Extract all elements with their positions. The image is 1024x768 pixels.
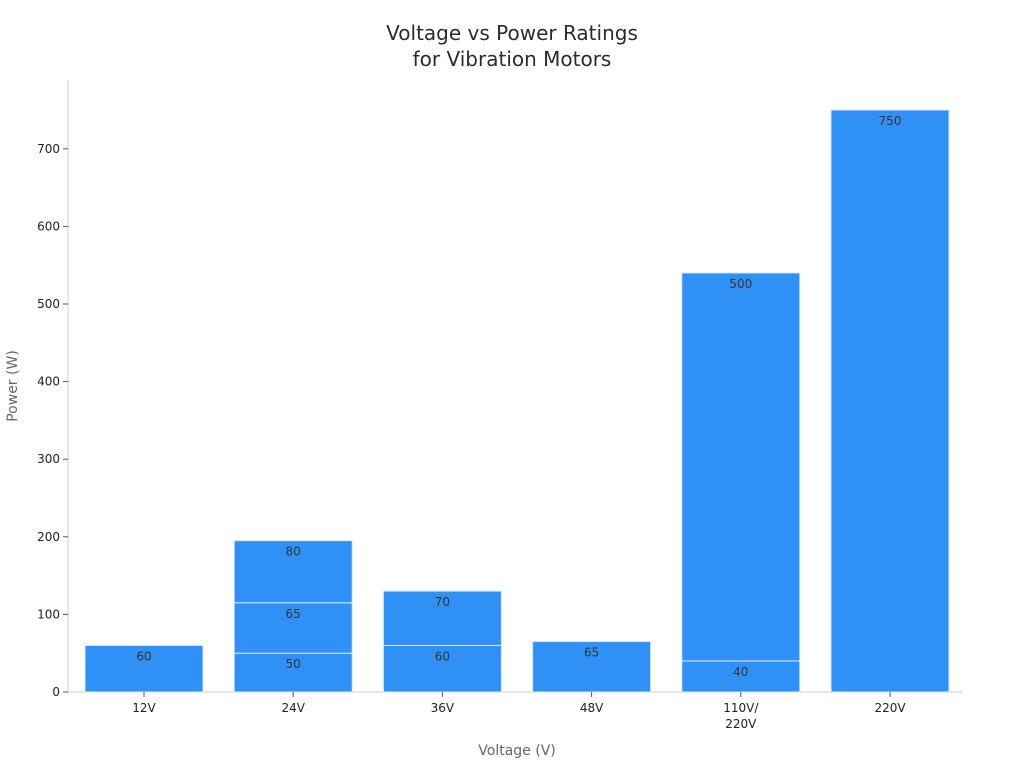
chart-title-line-2: for Vibration Motors bbox=[413, 47, 612, 71]
x-ticks-group: 12V 24V 36V 48V 110V/220V 220V bbox=[132, 692, 906, 731]
bar-segment bbox=[233, 602, 353, 654]
data-label: 65 bbox=[286, 607, 301, 621]
data-label: 60 bbox=[435, 649, 450, 663]
y-tick-label: 300 bbox=[37, 452, 60, 466]
y-tick-label: 0 bbox=[52, 685, 60, 699]
data-label: 65 bbox=[584, 646, 599, 660]
data-label: 40 bbox=[733, 665, 748, 679]
y-tick-label: 600 bbox=[37, 219, 60, 233]
x-tick-label: 220V bbox=[874, 701, 906, 715]
bar-segment bbox=[382, 590, 502, 646]
bar-segment bbox=[233, 540, 353, 604]
bar-segment bbox=[830, 109, 950, 693]
bar-segment bbox=[382, 644, 502, 693]
chart-title-line-1: Voltage vs Power Ratings bbox=[386, 21, 638, 45]
data-label: 750 bbox=[879, 114, 902, 128]
bar-segment bbox=[681, 272, 801, 662]
y-tick-label: 200 bbox=[37, 530, 60, 544]
y-tick-label: 700 bbox=[37, 142, 60, 156]
bar-segment bbox=[532, 641, 652, 693]
data-label: 60 bbox=[136, 649, 151, 663]
data-label: 500 bbox=[729, 277, 752, 291]
bar-segment bbox=[84, 644, 204, 693]
x-tick-label: 12V bbox=[132, 701, 156, 715]
y-tick-label: 500 bbox=[37, 297, 60, 311]
y-ticks-group: 0 100 200 300 400 500 600 700 bbox=[37, 142, 68, 699]
data-label: 70 bbox=[435, 595, 450, 609]
x-tick-label: 36V bbox=[431, 701, 455, 715]
x-tick-label: 24V bbox=[281, 701, 305, 715]
y-tick-label: 400 bbox=[37, 375, 60, 389]
x-tick-label: 220V bbox=[725, 717, 757, 731]
x-tick-label: 48V bbox=[580, 701, 604, 715]
y-axis-label: Power (W) bbox=[5, 350, 21, 422]
y-tick-label: 100 bbox=[37, 607, 60, 621]
x-axis-label: Voltage (V) bbox=[478, 743, 555, 759]
data-label: 50 bbox=[286, 657, 301, 671]
x-tick-label: 110V/ bbox=[723, 701, 759, 715]
bars-group: 60 50 65 80 60 70 65 40 500 750 bbox=[84, 109, 950, 693]
data-label: 80 bbox=[286, 545, 301, 559]
